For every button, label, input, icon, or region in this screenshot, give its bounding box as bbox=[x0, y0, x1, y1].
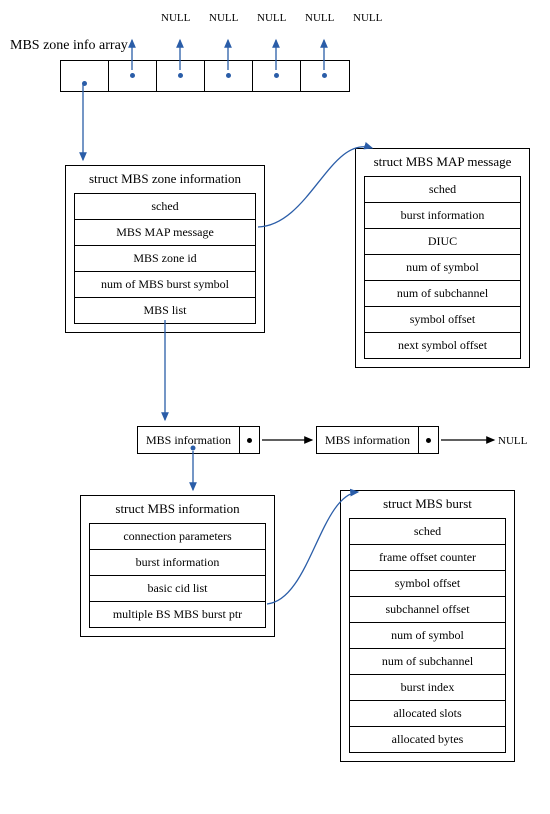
mbs-info-node-1: MBS information bbox=[137, 426, 260, 454]
field: multiple BS MBS burst ptr bbox=[90, 602, 265, 627]
field: num of subchannel bbox=[350, 649, 505, 675]
null-label-3: NULL bbox=[257, 12, 286, 24]
field: MBS MAP message bbox=[75, 220, 255, 246]
struct-mbs-info: struct MBS information connection parame… bbox=[80, 495, 275, 637]
node-ptr bbox=[239, 427, 259, 453]
field: subchannel offset bbox=[350, 597, 505, 623]
null-label-4: NULL bbox=[305, 12, 334, 24]
mbs-zone-array bbox=[60, 60, 350, 92]
struct-map-msg: struct MBS MAP message sched burst infor… bbox=[355, 148, 530, 368]
field: allocated slots bbox=[350, 701, 505, 727]
array-cell bbox=[61, 61, 109, 91]
field: sched bbox=[365, 177, 520, 203]
node-ptr bbox=[418, 427, 438, 453]
null-final: NULL bbox=[498, 435, 527, 447]
field: connection parameters bbox=[90, 524, 265, 550]
field: burst index bbox=[350, 675, 505, 701]
field: frame offset counter bbox=[350, 545, 505, 571]
field: num of subchannel bbox=[365, 281, 520, 307]
struct-title: struct MBS MAP message bbox=[356, 149, 529, 172]
field: num of symbol bbox=[350, 623, 505, 649]
field: sched bbox=[75, 194, 255, 220]
array-cell bbox=[253, 61, 301, 91]
field: symbol offset bbox=[350, 571, 505, 597]
mbs-info-node-2: MBS information bbox=[316, 426, 439, 454]
field: symbol offset bbox=[365, 307, 520, 333]
field: num of symbol bbox=[365, 255, 520, 281]
array-cell bbox=[109, 61, 157, 91]
array-cell bbox=[157, 61, 205, 91]
null-label-2: NULL bbox=[209, 12, 238, 24]
node-label: MBS information bbox=[138, 427, 239, 453]
struct-zone-info: struct MBS zone information sched MBS MA… bbox=[65, 165, 265, 333]
field: num of MBS burst symbol bbox=[75, 272, 255, 298]
null-label-5: NULL bbox=[353, 12, 382, 24]
array-title: MBS zone info array bbox=[10, 38, 128, 54]
field: MBS zone id bbox=[75, 246, 255, 272]
array-cell bbox=[301, 61, 349, 91]
field: basic cid list bbox=[90, 576, 265, 602]
field: MBS list bbox=[75, 298, 255, 323]
field: allocated bytes bbox=[350, 727, 505, 752]
struct-title: struct MBS information bbox=[81, 496, 274, 519]
node-label: MBS information bbox=[317, 427, 418, 453]
field: sched bbox=[350, 519, 505, 545]
field: DIUC bbox=[365, 229, 520, 255]
struct-title: struct MBS zone information bbox=[66, 166, 264, 189]
field: burst information bbox=[365, 203, 520, 229]
field: burst information bbox=[90, 550, 265, 576]
struct-title: struct MBS burst bbox=[341, 491, 514, 514]
array-cell bbox=[205, 61, 253, 91]
null-label-1: NULL bbox=[161, 12, 190, 24]
struct-mbs-burst: struct MBS burst sched frame offset coun… bbox=[340, 490, 515, 762]
field: next symbol offset bbox=[365, 333, 520, 358]
